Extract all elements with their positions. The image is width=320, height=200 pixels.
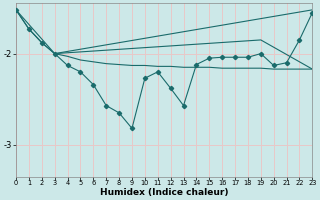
- X-axis label: Humidex (Indice chaleur): Humidex (Indice chaleur): [100, 188, 228, 197]
